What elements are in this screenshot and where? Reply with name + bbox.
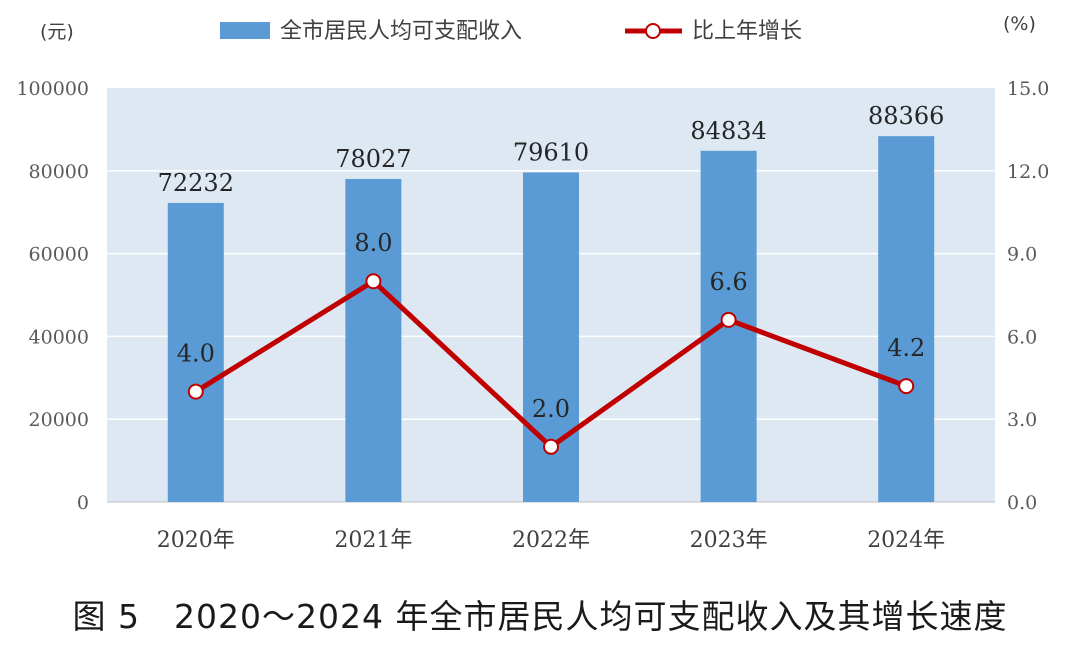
left-axis-tick-label: 20000 [29, 409, 89, 431]
growth-marker [365, 273, 382, 290]
growth-label: 4.2 [887, 334, 925, 362]
left-axis-tick-label: 80000 [29, 161, 89, 183]
right-axis-tick-label: 9.0 [1007, 244, 1037, 266]
income-bar-label: 72232 [158, 169, 234, 197]
growth-label: 4.0 [177, 340, 215, 368]
left-axis-unit: (元) [40, 21, 74, 43]
left-axis-tick-label: 40000 [29, 326, 89, 348]
income-bar-label: 88366 [868, 102, 944, 130]
right-axis-tick-label: 12.0 [1007, 161, 1049, 183]
growth-marker [720, 311, 737, 328]
growth-label: 6.6 [710, 268, 748, 296]
income-bar-label: 79610 [513, 138, 589, 166]
right-axis-tick-label: 3.0 [1007, 409, 1037, 431]
growth-marker [898, 378, 915, 395]
x-category-label: 2021年 [334, 528, 412, 553]
x-category-label: 2023年 [690, 528, 768, 553]
legend-bar-label: 全市居民人均可支配收入 [280, 19, 522, 44]
legend-line-label: 比上年增长 [692, 19, 802, 44]
income-growth-chart: 0 0.0 20000 3.0 40000 6.0 60000 9.0 80000 12.0 100… [16, 13, 1049, 553]
x-category-label: 2024年 [867, 528, 945, 553]
x-category-label: 2020年 [157, 528, 235, 553]
right-axis-tick-label: 15.0 [1007, 78, 1049, 100]
income-bar [167, 202, 224, 502]
left-axis-tick-label: 0 [77, 492, 89, 514]
income-bar [878, 136, 935, 502]
growth-label: 8.0 [354, 229, 392, 257]
legend-line-marker [645, 23, 661, 39]
left-axis-tick-label: 100000 [16, 78, 89, 100]
growth-marker [543, 438, 559, 455]
right-axis-tick-label: 0.0 [1007, 492, 1037, 514]
income-bar-label: 84834 [690, 117, 766, 145]
x-category-label: 2022年 [512, 528, 590, 553]
growth-marker [187, 383, 204, 400]
income-bar-label: 78027 [335, 145, 411, 173]
growth-label: 2.0 [532, 395, 570, 423]
figure-caption: 图 5 2020～2024 年全市居民人均可支配收入及其增长速度 [72, 597, 1008, 636]
legend-bar-swatch [220, 22, 270, 39]
left-axis-tick-label: 60000 [29, 244, 89, 266]
income-bar [345, 178, 402, 503]
right-axis-tick-label: 6.0 [1007, 326, 1037, 348]
right-axis-unit: (%) [1003, 13, 1036, 35]
